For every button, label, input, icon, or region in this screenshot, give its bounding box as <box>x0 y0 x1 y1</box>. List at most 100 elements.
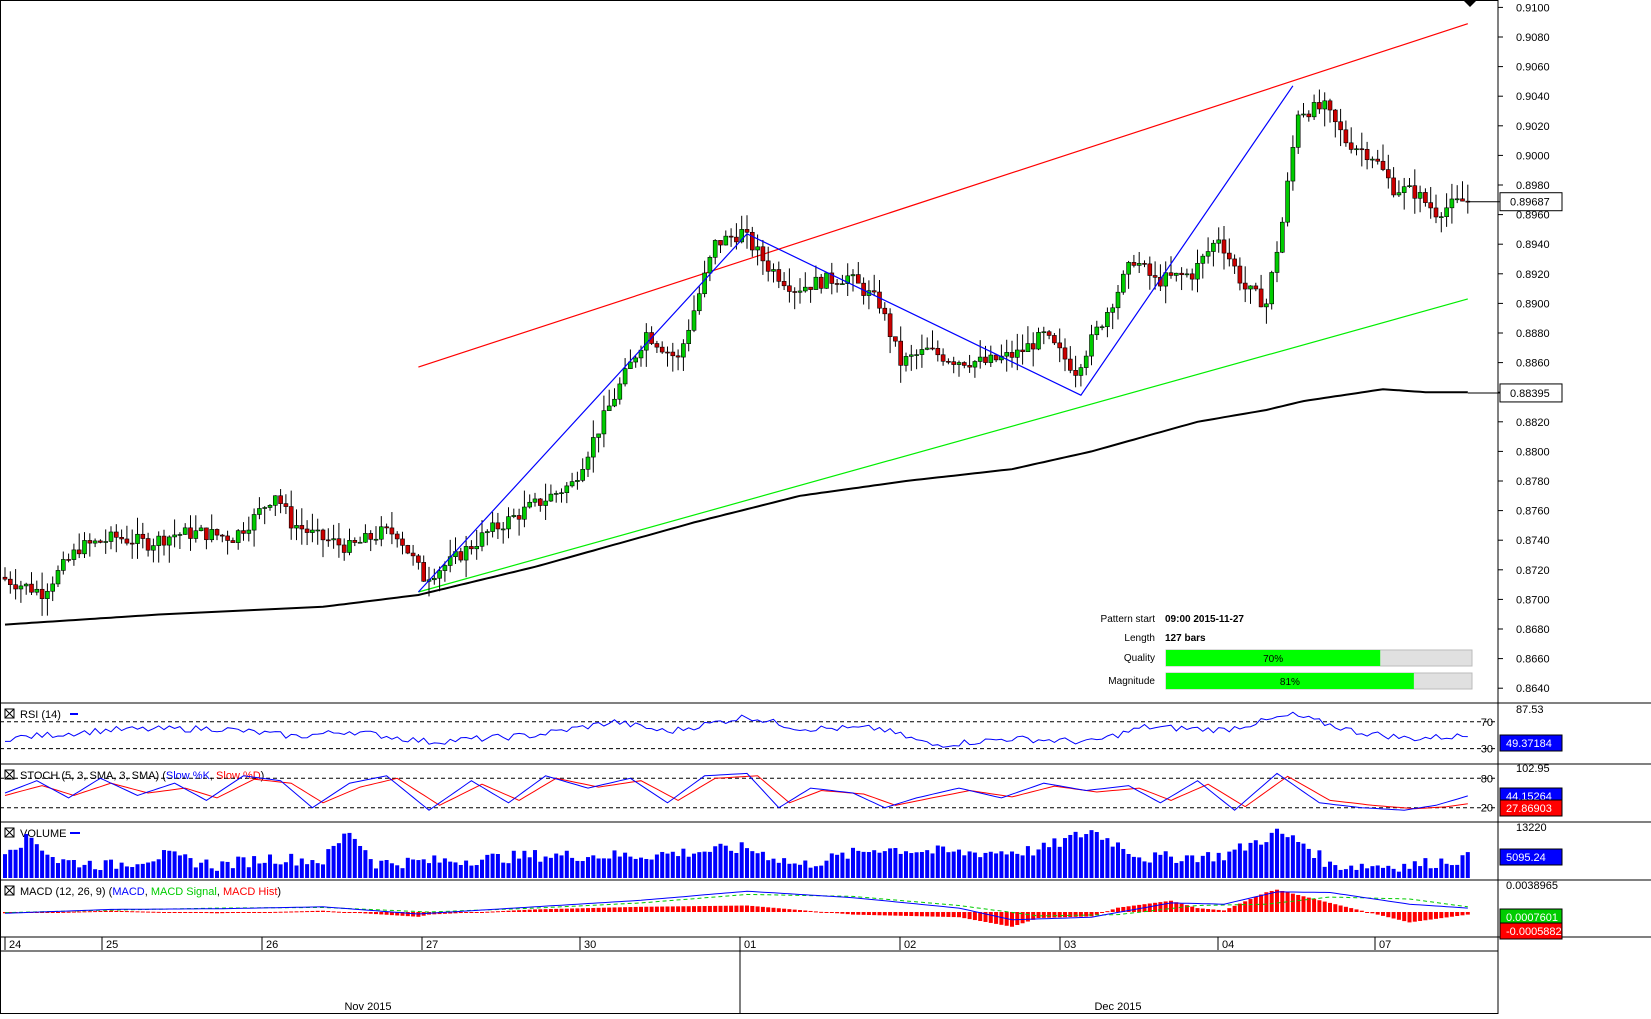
candle-body <box>39 588 45 599</box>
volume-bar <box>914 852 919 878</box>
candle-body <box>522 506 527 520</box>
volume-bar <box>930 853 935 878</box>
volume-bar <box>596 858 601 878</box>
macd-hist-bar <box>464 912 469 913</box>
candle-body <box>1179 272 1184 276</box>
price-tick-label: 0.8660 <box>1516 654 1550 666</box>
candle-body <box>511 515 517 517</box>
volume-bar <box>760 851 765 878</box>
volume-bar <box>808 867 813 878</box>
candle-body <box>1205 251 1211 257</box>
volume-bar <box>1370 866 1375 878</box>
volume-bar <box>140 863 145 878</box>
macd-hist-bar <box>951 912 956 918</box>
macd-hist-bar <box>1025 912 1030 922</box>
legend-entry: Slow %D <box>216 770 261 782</box>
volume-bar <box>1195 862 1200 878</box>
candle-body <box>156 535 161 546</box>
candle-body <box>553 493 559 495</box>
macd-hist-bar <box>798 910 802 912</box>
candle-body <box>108 531 114 542</box>
volume-bar <box>103 860 108 878</box>
macd-hist-bar <box>220 912 225 914</box>
volume-bar <box>564 850 569 878</box>
candle-body <box>188 527 193 539</box>
volume-bar <box>580 861 585 878</box>
candle-body <box>198 527 204 532</box>
volume-bar <box>1227 851 1232 878</box>
current-price-label-box <box>1499 192 1563 212</box>
macd-hist-bar <box>1158 902 1163 912</box>
volume-bar <box>172 851 177 878</box>
volume-bar <box>1259 844 1264 878</box>
macd-hist-bar <box>1349 908 1354 912</box>
macd-hist-bar <box>909 912 914 917</box>
volume-bar <box>617 856 622 878</box>
volume-bar <box>342 833 347 878</box>
volume-bar <box>56 863 60 878</box>
volume-bar <box>215 870 219 878</box>
macd-hist-bar <box>71 911 76 913</box>
volume-bar <box>230 868 235 878</box>
macd-hist-bar <box>596 907 601 912</box>
stoch-d-line <box>4 775 1468 810</box>
candle-body <box>829 272 835 284</box>
macd-hist-bar <box>808 910 813 912</box>
volume-bar <box>723 845 728 878</box>
volume-bar <box>93 869 98 878</box>
macd-hist-bar <box>363 912 368 914</box>
candle-body <box>718 240 723 246</box>
candle-body <box>612 398 617 407</box>
volume-bar <box>1343 869 1348 878</box>
volume-bar <box>946 852 951 878</box>
volume-bar <box>1169 856 1173 878</box>
price-tick-label: 0.8640 <box>1516 683 1550 695</box>
candle-body <box>633 357 639 363</box>
candle-body <box>1073 370 1078 376</box>
volume-bar <box>177 855 182 878</box>
candle-body <box>320 529 326 541</box>
macd-hist-bar <box>501 910 506 912</box>
volume-bar <box>670 851 675 878</box>
macd-hist-bar <box>252 912 257 913</box>
candle-body <box>1290 147 1296 182</box>
candle-body <box>151 545 156 551</box>
macd-hist-bar <box>77 911 82 913</box>
price-tick-label: 0.9060 <box>1516 62 1550 74</box>
macd-hist-bar <box>882 912 887 916</box>
candle-body <box>1242 282 1248 290</box>
candle-body <box>1078 367 1084 376</box>
volume-bar <box>692 853 696 878</box>
macd-hist-bar <box>792 909 797 912</box>
volume-bar <box>941 846 946 878</box>
candle-body <box>749 231 755 251</box>
candle-body <box>363 533 368 543</box>
candle-body <box>294 525 299 529</box>
legend-entry: MACD Hist <box>223 886 277 898</box>
volume-bar <box>750 851 755 878</box>
candle-body <box>951 361 957 365</box>
volume-bar <box>957 849 961 878</box>
candle-body <box>1354 148 1359 151</box>
volume-bar <box>771 858 776 878</box>
rsi-scale-label: 87.53 <box>1516 704 1544 716</box>
channel-lower-line <box>418 298 1468 593</box>
volume-bar <box>1036 849 1041 878</box>
volume-bar <box>252 856 257 878</box>
macd-hist-bar <box>978 912 983 922</box>
candle-body <box>914 354 919 356</box>
macd-hist-bar <box>681 906 686 912</box>
candle-body <box>246 529 252 534</box>
volume-bar <box>554 853 559 878</box>
volume-bar <box>389 863 394 878</box>
macd-hist-bar <box>813 911 818 913</box>
volume-bar <box>517 858 522 878</box>
volume-bar <box>543 856 548 878</box>
volume-bar <box>1296 842 1301 878</box>
month-label: Dec 2015 <box>1094 1001 1141 1013</box>
macd-hist-bar <box>898 912 903 916</box>
macd-hist-bar <box>983 912 988 922</box>
candle-body <box>559 492 564 495</box>
volume-bar <box>538 861 543 878</box>
macd-hist-bar <box>1036 912 1041 919</box>
